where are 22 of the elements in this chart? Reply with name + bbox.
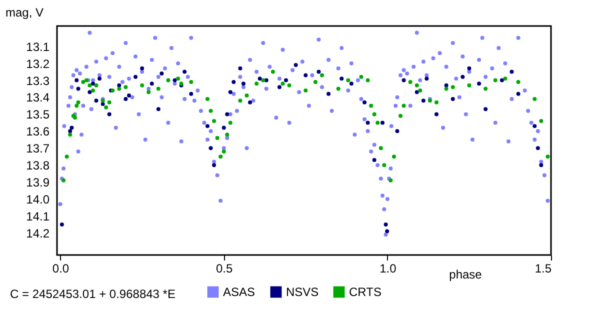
y-tick-label: 14.0 <box>26 192 50 207</box>
x-tick-label: 0.5 <box>216 262 234 276</box>
y-tick-label: 13.2 <box>26 56 50 71</box>
legend-label: ASAS <box>223 285 256 299</box>
y-tick-label: 13.1 <box>26 40 50 54</box>
y-tick-label: 13.3 <box>26 74 50 88</box>
y-tick-label: 13.4 <box>26 90 50 105</box>
legend-label: NSVS <box>286 285 319 299</box>
x-tick-label: 0.0 <box>52 262 70 276</box>
y-tick-label: 13.6 <box>26 124 50 139</box>
y-tick-label: 13.8 <box>26 158 50 173</box>
y-tick-label: 14.1 <box>26 209 50 224</box>
y-tick-label: 13.7 <box>26 142 50 156</box>
y-tick-label: 13.5 <box>26 108 50 122</box>
legend-label: CRTS <box>349 285 382 299</box>
y-axis-title: mag, V <box>6 6 44 20</box>
text: C = 2452453.01 + 0.968843 *E <box>10 287 176 301</box>
x-tick-label: 1.5 <box>534 262 552 276</box>
x-tick-label: 1.0 <box>380 262 397 276</box>
y-tick-label: 13.9 <box>26 176 50 190</box>
y-tick-label: 14.2 <box>26 226 50 240</box>
x-axis-title: phase <box>449 268 482 282</box>
